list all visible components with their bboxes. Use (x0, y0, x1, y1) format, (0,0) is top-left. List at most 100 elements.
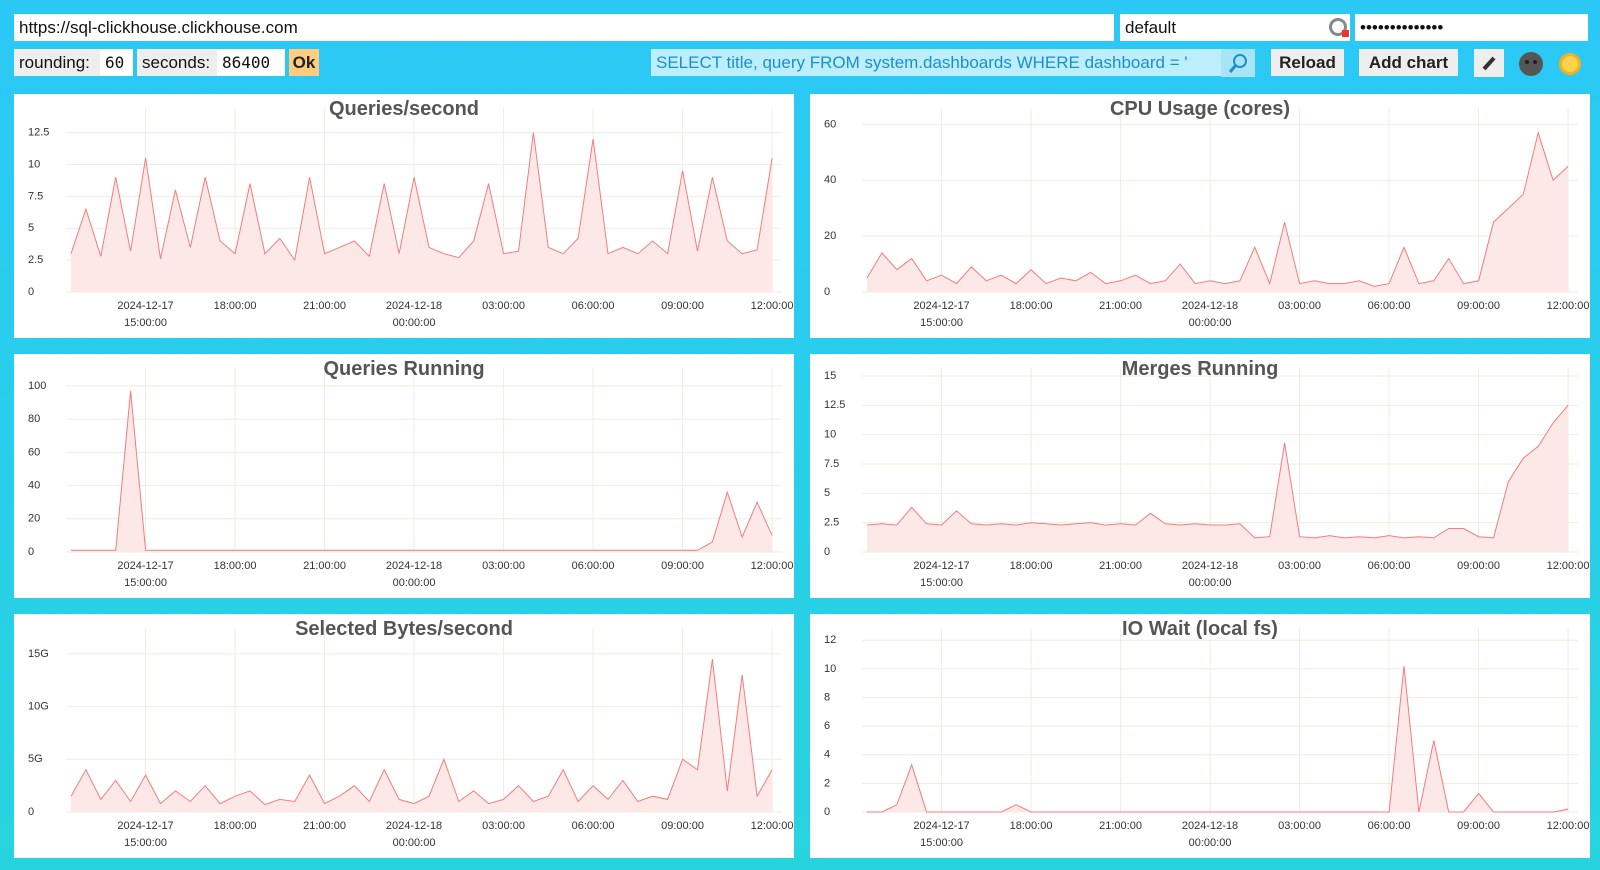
y-tick-label: 7.5 (28, 190, 43, 202)
x-tick-label: 2024-12-17 15:00:00 (913, 300, 970, 329)
y-tick-label: 20 (28, 513, 40, 525)
y-tick-label: 5G (28, 753, 43, 765)
chart-panel: 0 2 4 6 8 10 12 2024-12-17 15:00:00 18:00:00 21:0… (810, 614, 1590, 858)
x-tick-label: 03:00:00 (1278, 560, 1321, 572)
dark-theme-button[interactable] (1518, 51, 1544, 77)
y-tick-label: 6 (824, 720, 830, 732)
x-tick-label: 06:00:00 (571, 300, 615, 312)
seconds-label: seconds: (137, 49, 217, 76)
x-tick-label: 09:00:00 (661, 300, 704, 312)
y-tick-label: 4 (824, 749, 830, 761)
search-button[interactable] (1221, 49, 1255, 77)
y-tick-label: 0 (824, 806, 830, 818)
chart-title: CPU Usage (cores) (1109, 98, 1291, 120)
x-tick-label: 18:00:00 (1009, 300, 1053, 312)
x-tick-label: 2024-12-17 15:00:00 (117, 300, 174, 329)
reload-button[interactable]: Reload (1271, 49, 1344, 76)
chart-title: Selected Bytes/second (295, 618, 513, 640)
y-tick-label: 80 (28, 413, 40, 425)
user-input[interactable]: default (1120, 14, 1350, 41)
chart: 0 20 40 60 (824, 108, 1578, 298)
x-tick-label: 2024-12-18 00:00:00 (1181, 820, 1239, 849)
x-tick-label: 12:00:00 (1546, 820, 1590, 832)
y-tick-label: 15 (824, 370, 836, 382)
line (71, 390, 773, 551)
x-tick-label: 2024-12-17 15:00:00 (913, 820, 970, 849)
y-tick-label: 40 (824, 174, 836, 186)
x-tick-label: 2024-12-18 00:00:00 (385, 820, 443, 849)
x-tick-label: 18:00:00 (213, 300, 257, 312)
x-tick-label: 2024-12-17 15:00:00 (913, 560, 970, 589)
x-tick-label: 2024-12-17 15:00:00 (117, 560, 174, 589)
chart: 0 2 4 6 8 10 12 (824, 628, 1578, 818)
line (867, 665, 1569, 813)
y-tick-label: 12.5 (28, 126, 49, 138)
x-tick-label: 12:00:00 (1546, 300, 1590, 312)
chart-panel: 0 2.5 5 7.5 10 12.5 15 2024-12-17 15:00:00 18:00… (810, 354, 1590, 598)
x-tick-label: 12:00:00 (750, 300, 794, 312)
light-theme-button[interactable] (1557, 51, 1583, 77)
x-tick-label: 06:00:00 (571, 560, 615, 572)
y-tick-label: 0 (824, 286, 830, 298)
x-tick-label: 06:00:00 (1367, 560, 1411, 572)
chart: 0 5G 10G 15G (28, 628, 782, 818)
url-input[interactable]: https://sql-clickhouse.clickhouse.com (14, 14, 1114, 41)
x-tick-label: 21:00:00 (1099, 820, 1142, 832)
chart-title: Queries Running (323, 358, 485, 380)
x-tick-label: 03:00:00 (1278, 820, 1321, 832)
line (70, 132, 773, 262)
y-tick-label: 0 (28, 806, 34, 818)
x-tick-label: 03:00:00 (482, 300, 525, 312)
chart-title: Merges Running (1121, 358, 1279, 380)
x-tick-label: 03:00:00 (1278, 300, 1321, 312)
y-tick-label: 2 (824, 777, 830, 789)
x-tick-label: 09:00:00 (661, 560, 704, 572)
seconds-input[interactable]: 86400 (217, 49, 285, 76)
y-tick-label: 12.5 (824, 399, 845, 411)
x-tick-label: 09:00:00 (1457, 820, 1500, 832)
y-tick-label: 0 (28, 546, 34, 558)
y-tick-label: 100 (28, 380, 46, 392)
y-tick-label: 7.5 (824, 458, 839, 470)
chart: 0 2.5 5 7.5 10 12.5 15 (824, 368, 1578, 558)
x-tick-label: 2024-12-18 00:00:00 (1181, 560, 1239, 589)
x-tick-label: 21:00:00 (1099, 300, 1142, 312)
y-tick-label: 12 (824, 634, 836, 646)
add-chart-button[interactable]: Add chart (1359, 49, 1458, 76)
area (70, 390, 773, 552)
query-input[interactable]: SELECT title, query FROM system.dashboar… (651, 49, 1221, 76)
x-tick-label: 12:00:00 (1546, 560, 1590, 572)
x-tick-label: 06:00:00 (1367, 300, 1411, 312)
ok-button[interactable]: Ok (289, 49, 319, 76)
x-tick-label: 06:00:00 (571, 820, 615, 832)
x-tick-label: 09:00:00 (1457, 300, 1500, 312)
x-tick-label: 12:00:00 (750, 820, 794, 832)
y-tick-label: 20 (824, 230, 836, 242)
edit-button[interactable] (1474, 49, 1504, 77)
x-tick-label: 18:00:00 (213, 820, 257, 832)
rounding-input[interactable]: 60 (100, 49, 133, 76)
chart: 0 2.5 5 7.5 10 12.5 (28, 108, 782, 298)
x-tick-label: 2024-12-18 00:00:00 (385, 300, 443, 329)
x-tick-label: 21:00:00 (303, 560, 346, 572)
area (70, 659, 773, 812)
y-tick-label: 5 (824, 487, 830, 499)
y-tick-label: 60 (824, 118, 836, 130)
line (70, 659, 773, 806)
x-tick-label: 21:00:00 (1099, 560, 1142, 572)
chart-panel: 0 20 40 60 80 100 2024-12-17 15:00:00 18:00:00 2… (14, 354, 794, 598)
y-tick-label: 10 (824, 429, 836, 441)
y-tick-label: 8 (824, 691, 830, 703)
x-tick-label: 18:00:00 (1009, 560, 1053, 572)
password-input[interactable]: •••••••••••••• (1355, 14, 1588, 41)
x-tick-label: 18:00:00 (1009, 820, 1053, 832)
y-tick-label: 2.5 (28, 254, 43, 266)
y-tick-label: 0 (824, 546, 830, 558)
chart-panel: 0 2.5 5 7.5 10 12.5 2024-12-17 15:00:00 18:00:0… (14, 94, 794, 338)
area (866, 132, 1569, 292)
chart-title: Queries/second (328, 98, 480, 120)
y-tick-label: 5 (28, 222, 34, 234)
x-tick-label: 03:00:00 (482, 560, 525, 572)
chart-panel: 0 20 40 60 2024-12-17 15:00:00 18:00:00 21:00:… (810, 94, 1590, 338)
